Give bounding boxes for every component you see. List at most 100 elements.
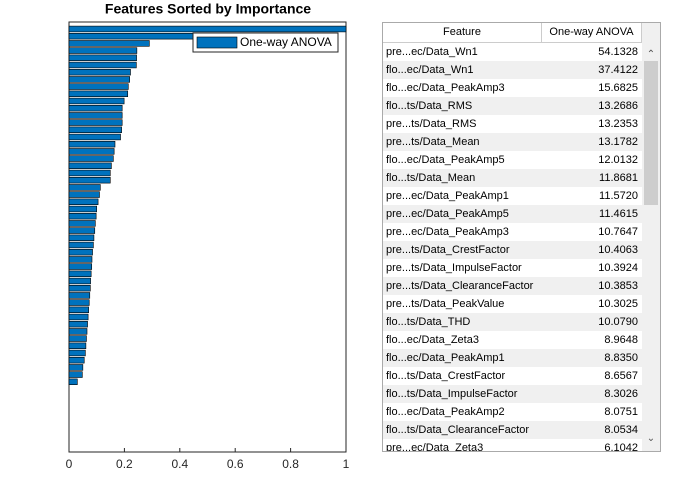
- scroll-down[interactable]: ⌄: [646, 433, 656, 444]
- bar: [68, 112, 123, 119]
- bar: [68, 184, 101, 191]
- bar: [68, 249, 93, 256]
- table-row[interactable]: flo...ts/Data_THD 10.0790: [383, 313, 642, 331]
- table-row[interactable]: flo...ec/Data_Zeta3 8.9648: [383, 331, 642, 349]
- score-cell[interactable]: 11.5720: [599, 190, 638, 202]
- feature-cell[interactable]: flo...ec/Data_PeakAmp3: [386, 82, 505, 94]
- table-row[interactable]: flo...ec/Data_PeakAmp3 15.6825: [383, 79, 642, 97]
- score-cell[interactable]: 8.0751: [604, 406, 638, 418]
- table-row[interactable]: flo...ec/Data_PeakAmp2 8.0751: [383, 403, 642, 421]
- feature-cell[interactable]: flo...ts/Data_CrestFactor: [386, 370, 506, 382]
- bar: [68, 97, 125, 105]
- bar: [68, 54, 137, 62]
- feature-cell[interactable]: flo...ts/Data_THD: [386, 316, 471, 328]
- score-cell[interactable]: 11.8681: [599, 172, 638, 184]
- bar: [68, 155, 114, 162]
- x-tick-label: 0.8: [282, 457, 299, 471]
- score-cell[interactable]: 15.6825: [598, 82, 638, 94]
- feature-cell[interactable]: flo...ts/Data_ImpulseFactor: [386, 388, 518, 400]
- feature-cell[interactable]: flo...ec/Data_PeakAmp2: [386, 406, 505, 418]
- x-tick-label: 0.4: [171, 457, 188, 471]
- table-row[interactable]: pre...ec/Data_PeakAmp5 11.4615: [383, 205, 642, 223]
- score-cell[interactable]: 13.2353: [598, 118, 638, 130]
- feature-cell[interactable]: pre...ts/Data_ImpulseFactor: [386, 262, 522, 274]
- feature-cell[interactable]: flo...ec/Data_Zeta3: [386, 334, 479, 346]
- score-cell[interactable]: 13.2686: [598, 100, 638, 112]
- feature-cell[interactable]: flo...ec/Data_PeakAmp1: [386, 352, 505, 364]
- score-cell[interactable]: 37.4122: [598, 64, 638, 76]
- table-row[interactable]: flo...ts/Data_ImpulseFactor 8.3026: [383, 385, 642, 403]
- table-row[interactable]: pre...ec/Data_Wn1 54.1328: [383, 43, 642, 61]
- bar: [68, 205, 98, 213]
- bar: [68, 148, 115, 155]
- feature-cell[interactable]: flo...ts/Data_ClearanceFactor: [386, 424, 530, 436]
- score-cell[interactable]: 10.3853: [598, 280, 638, 292]
- feature-cell[interactable]: pre...ts/Data_RMS: [386, 118, 477, 130]
- score-cell[interactable]: 6.1042: [604, 442, 638, 452]
- table-row[interactable]: flo...ts/Data_CrestFactor 8.6567: [383, 367, 642, 385]
- table-row[interactable]: pre...ec/Data_PeakAmp3 10.7647: [383, 223, 642, 241]
- feature-cell[interactable]: pre...ec/Data_PeakAmp5: [386, 208, 509, 220]
- table-row[interactable]: flo...ts/Data_ClearanceFactor 8.0534: [383, 421, 642, 439]
- feature-cell[interactable]: pre...ec/Data_PeakAmp3: [386, 226, 509, 238]
- feature-cell[interactable]: pre...ts/Data_Mean: [386, 136, 480, 148]
- feature-cell[interactable]: flo...ec/Data_PeakAmp5: [386, 154, 505, 166]
- table[interactable]: Feature One-way ANOVA pre...ec/Data_Wn1 5…: [382, 22, 661, 452]
- table-row[interactable]: flo...ec/Data_PeakAmp5 12.0132: [383, 151, 642, 169]
- bar: [68, 119, 123, 126]
- bar: [68, 328, 88, 335]
- scroll-up[interactable]: ⌃: [646, 49, 656, 60]
- chart: Features Sorted by Importance 0 0.2 0.4 0.6…: [66, 1, 350, 471]
- feature-cell[interactable]: pre...ec/Data_Wn1: [386, 46, 478, 58]
- score-cell[interactable]: 54.1328: [598, 46, 638, 58]
- bar: [68, 40, 150, 47]
- table-row[interactable]: pre...ts/Data_CrestFactor 10.4063: [383, 241, 642, 259]
- feature-cell[interactable]: pre...ts/Data_CrestFactor: [386, 244, 510, 256]
- table-row[interactable]: flo...ts/Data_Mean 11.8681: [383, 169, 642, 187]
- feature-cell[interactable]: flo...ts/Data_Mean: [386, 172, 476, 184]
- feature-cell[interactable]: flo...ts/Data_RMS: [386, 100, 473, 112]
- table-row[interactable]: flo...ec/Data_PeakAmp1 8.8350: [383, 349, 642, 367]
- score-cell[interactable]: 11.4615: [599, 208, 638, 220]
- table-row[interactable]: flo...ts/Data_RMS 13.2686: [383, 97, 642, 115]
- table-row[interactable]: pre...ec/Data_Zeta3 6.1042: [383, 439, 642, 452]
- bar: [68, 234, 95, 241]
- feature-cell[interactable]: pre...ts/Data_ClearanceFactor: [386, 280, 534, 292]
- score-cell[interactable]: 10.7647: [598, 226, 638, 238]
- chart-title: Features Sorted by Importance: [105, 1, 311, 17]
- table-row[interactable]: pre...ts/Data_ImpulseFactor 10.3924: [383, 259, 642, 277]
- scroll-thumb[interactable]: [644, 61, 658, 205]
- score-cell[interactable]: 10.3924: [598, 262, 638, 274]
- x-tick-label: 0.6: [227, 457, 244, 471]
- table-row[interactable]: pre...ec/Data_PeakAmp1 11.5720: [383, 187, 642, 205]
- table-row[interactable]: pre...ts/Data_PeakValue 10.3025: [383, 295, 642, 313]
- x-tick-label: 1: [343, 457, 350, 471]
- table-row[interactable]: pre...ts/Data_RMS 13.2353: [383, 115, 642, 133]
- score-cell[interactable]: 8.3026: [604, 388, 638, 400]
- score-cell[interactable]: 10.0790: [598, 316, 638, 328]
- bar: [68, 83, 129, 90]
- bar: [68, 263, 93, 270]
- score-cell[interactable]: 8.0534: [604, 424, 638, 436]
- column-header[interactable]: One-way ANOVA: [542, 23, 642, 42]
- bar: [68, 306, 89, 313]
- bar: [68, 105, 123, 112]
- score-cell[interactable]: 8.8350: [604, 352, 638, 364]
- table-row[interactable]: pre...ts/Data_ClearanceFactor 10.3853: [383, 277, 642, 295]
- score-cell[interactable]: 8.6567: [604, 370, 638, 382]
- feature-cell[interactable]: pre...ts/Data_PeakValue: [386, 298, 505, 310]
- feature-cell[interactable]: pre...ec/Data_PeakAmp1: [386, 190, 509, 202]
- feature-cell[interactable]: flo...ec/Data_Wn1: [386, 64, 474, 76]
- score-cell[interactable]: 13.1782: [598, 136, 638, 148]
- bar: [68, 133, 121, 141]
- scrollbar[interactable]: ⌃ ⌄: [642, 23, 660, 451]
- table-row[interactable]: flo...ec/Data_Wn1 37.4122: [383, 61, 642, 79]
- column-header[interactable]: Feature: [383, 23, 542, 42]
- score-cell[interactable]: 8.9648: [604, 334, 638, 346]
- score-cell[interactable]: 12.0132: [598, 154, 638, 166]
- table-row[interactable]: pre...ts/Data_Mean 13.1782: [383, 133, 642, 151]
- table-header: Feature One-way ANOVA: [383, 23, 642, 43]
- feature-cell[interactable]: pre...ec/Data_Zeta3: [386, 442, 484, 452]
- score-cell[interactable]: 10.3025: [598, 298, 638, 310]
- score-cell[interactable]: 10.4063: [598, 244, 638, 256]
